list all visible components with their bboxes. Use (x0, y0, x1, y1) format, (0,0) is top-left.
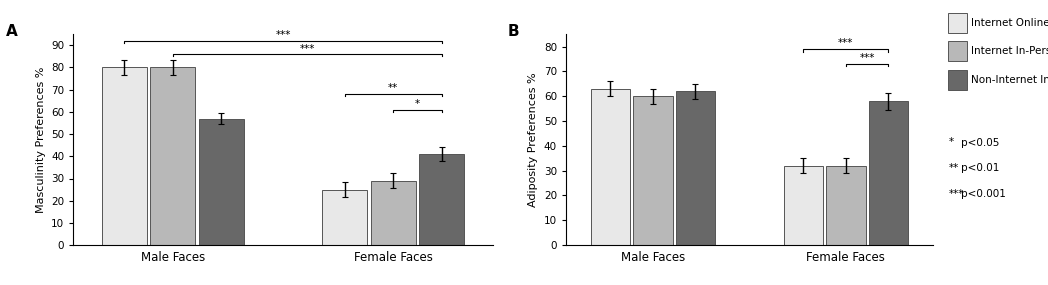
Text: B: B (507, 24, 519, 39)
Bar (676, 91, 715, 245)
Text: Internet Online: Internet Online (971, 18, 1048, 28)
Text: A: A (6, 24, 18, 39)
Bar (826, 166, 866, 245)
Y-axis label: Adiposity Preferences %: Adiposity Preferences % (528, 72, 539, 207)
Text: **: ** (388, 84, 398, 93)
Text: ***: *** (276, 30, 290, 40)
Text: *: * (415, 99, 420, 109)
Bar (633, 96, 673, 245)
Bar (371, 181, 416, 245)
Text: ***: *** (300, 44, 314, 54)
Text: p<0.05: p<0.05 (961, 137, 1000, 148)
Text: p<0.001: p<0.001 (961, 189, 1006, 199)
Bar (150, 68, 195, 245)
Text: Internet In-Person: Internet In-Person (971, 46, 1048, 56)
Bar (419, 154, 464, 245)
Bar (322, 190, 367, 245)
Text: ***: *** (948, 189, 964, 199)
Text: Non-Internet In-Person: Non-Internet In-Person (971, 75, 1048, 85)
Bar (591, 89, 630, 245)
Bar (784, 166, 823, 245)
Y-axis label: Masculinity Preferences %: Masculinity Preferences % (36, 66, 46, 213)
Bar (199, 119, 244, 245)
Text: ***: *** (838, 38, 853, 48)
Text: **: ** (948, 163, 959, 173)
Text: p<0.01: p<0.01 (961, 163, 1000, 173)
Text: ***: *** (859, 53, 875, 63)
Text: *: * (948, 137, 954, 148)
Bar (102, 68, 147, 245)
Bar (869, 101, 908, 245)
